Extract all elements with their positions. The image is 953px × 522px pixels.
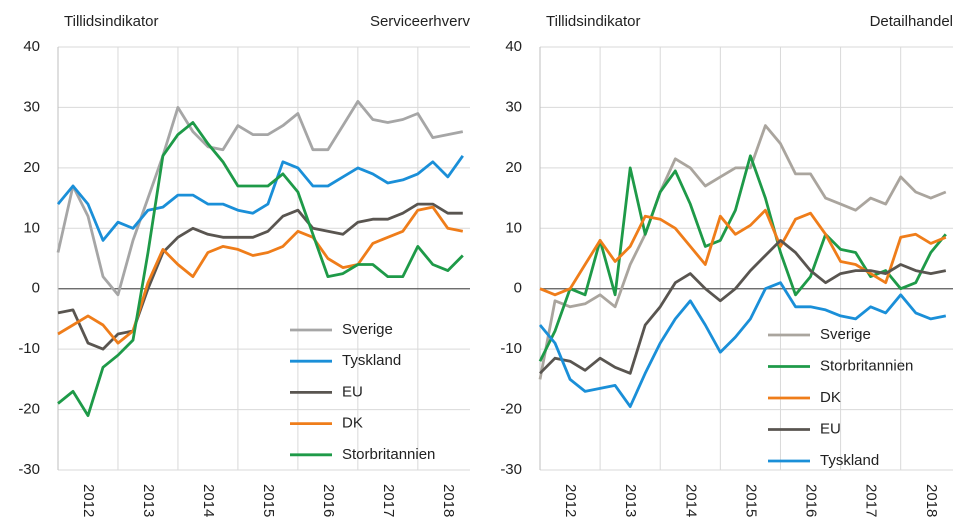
x-tick-label: 2012 xyxy=(562,484,579,517)
y-tick-label: -30 xyxy=(18,461,40,478)
x-tick-label: 2013 xyxy=(140,484,157,517)
x-tick-label: 2015 xyxy=(742,484,759,517)
legend-label: EU xyxy=(820,420,841,437)
y-tick-label: 0 xyxy=(32,280,40,297)
y-tick-label: 10 xyxy=(505,219,522,236)
series-line xyxy=(57,121,464,417)
series-line xyxy=(538,281,947,408)
series-line xyxy=(56,100,464,297)
legend-label: DK xyxy=(342,415,363,432)
legend-label: Tyskland xyxy=(820,452,879,469)
x-tick-label: 2013 xyxy=(622,484,639,517)
x-tick-label: 2018 xyxy=(440,484,457,517)
y-tick-label: 30 xyxy=(23,98,40,115)
chart-title: Tillidsindikator xyxy=(64,13,158,30)
y-tick-label: -20 xyxy=(18,401,40,418)
legend-label: Sverige xyxy=(342,321,393,338)
series-line xyxy=(56,154,464,242)
series-line xyxy=(539,239,947,375)
y-tick-label: -10 xyxy=(18,340,40,357)
y-tick-label: 0 xyxy=(514,280,522,297)
series-line xyxy=(57,202,463,351)
y-tick-label: 20 xyxy=(505,159,522,176)
x-tick-label: 2016 xyxy=(803,484,820,517)
x-tick-label: 2018 xyxy=(923,484,940,517)
y-tick-label: 20 xyxy=(23,159,40,176)
y-tick-label: -10 xyxy=(500,340,522,357)
x-tick-label: 2014 xyxy=(682,484,699,517)
chart-subtitle: Serviceerhverv xyxy=(370,13,471,30)
series-line xyxy=(538,154,947,362)
chart-subtitle: Detailhandel xyxy=(870,13,953,30)
legend-label: DK xyxy=(820,389,841,406)
x-tick-label: 2016 xyxy=(320,484,337,517)
legend-label: Sverige xyxy=(820,326,871,343)
chart-title: Tillidsindikator xyxy=(546,13,640,30)
legend-label: Tyskland xyxy=(342,352,401,369)
x-tick-label: 2017 xyxy=(863,484,880,517)
legend-label: EU xyxy=(342,383,363,400)
y-tick-label: -20 xyxy=(500,401,522,418)
y-tick-label: -30 xyxy=(500,461,522,478)
series-line xyxy=(539,208,947,297)
x-tick-label: 2014 xyxy=(200,484,217,517)
legend-label: Storbritannien xyxy=(820,357,913,374)
y-tick-label: 10 xyxy=(23,219,40,236)
legend-label: Storbritannien xyxy=(342,446,435,463)
y-tick-label: 40 xyxy=(505,38,522,55)
x-tick-label: 2012 xyxy=(80,484,97,517)
y-tick-label: 40 xyxy=(23,38,40,55)
y-tick-label: 30 xyxy=(505,98,522,115)
x-tick-label: 2015 xyxy=(260,484,277,517)
series-line xyxy=(57,205,464,345)
x-tick-label: 2017 xyxy=(380,484,397,517)
series-line xyxy=(538,124,947,380)
